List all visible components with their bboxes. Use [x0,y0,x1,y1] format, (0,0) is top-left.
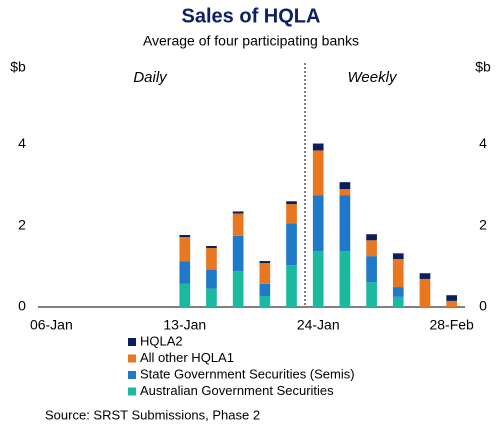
bar-segment [339,251,351,307]
bar-segment [392,296,404,307]
bar-segment [312,195,324,252]
legend-swatch [128,338,136,346]
x-tick-label: 13-Jan [163,317,206,333]
y2-tick-label: 2 [479,216,487,232]
bar-segment [312,251,324,307]
bar-segment [259,296,271,307]
source: Source: SRST Submissions, Phase 2 [45,407,260,422]
bar-segment [259,261,271,264]
legend-label: State Government Securities (Semis) [140,366,355,381]
legend-label: Australian Government Securities [140,383,334,398]
bar-segment [339,182,351,190]
legend-swatch [128,387,136,396]
bar-segment [392,253,404,260]
bar-segment [446,295,457,301]
bar-segment [366,256,377,283]
bar-segment [312,143,324,151]
bar-segment [366,234,377,241]
bar-segment [312,150,324,196]
bar-segment [286,201,297,205]
x-tick-label: 24-Jan [297,317,340,333]
y2-tick-label: 0 [479,298,487,314]
legend-label: All other HQLA1 [140,350,234,365]
bar-segment [179,283,191,307]
bar-segment [366,240,377,257]
y-tick-label: 2 [18,216,26,232]
y2-unit: $b [475,59,491,75]
y-tick-label: 0 [18,298,26,314]
bar-segment [206,269,217,289]
bar-segment [232,271,244,307]
legend-label: HQLA2 [140,333,183,348]
chart-title: Sales of HQLA [182,5,321,27]
y-unit: $b [10,59,26,75]
legend-swatch [128,354,136,363]
bar-segment [206,288,217,307]
bar-segment [232,213,244,236]
legend-swatch [128,371,136,379]
bar-segment [232,211,244,214]
bar-segment [259,283,271,297]
annotation: Weekly [348,69,398,86]
bar-segment [179,261,191,284]
bar-segment [286,204,297,224]
x-tick-label: 06-Jan [30,317,73,333]
bar-segment [179,237,191,262]
chart-subtitle: Average of four participating banks [143,33,359,49]
bar-segment [339,195,351,252]
bar-segment [286,223,297,266]
bar-segment [419,278,431,307]
bar-segment [446,300,457,307]
bar-segment [392,259,404,288]
bar-segment [419,273,431,279]
bar-segment [259,263,271,284]
y2-tick-label: 4 [479,135,487,151]
bar-segment [206,248,217,270]
bar-segment [339,189,351,196]
bar-segment [286,265,297,307]
bar-segment [179,235,191,238]
bar-segment [366,282,377,307]
y-tick-label: 4 [18,135,26,151]
x-tick-label: 28-Feb [429,317,474,333]
bar-segment [392,287,404,297]
bar-segment [232,235,244,272]
annotation: Daily [133,69,168,86]
bar-segment [206,246,217,249]
